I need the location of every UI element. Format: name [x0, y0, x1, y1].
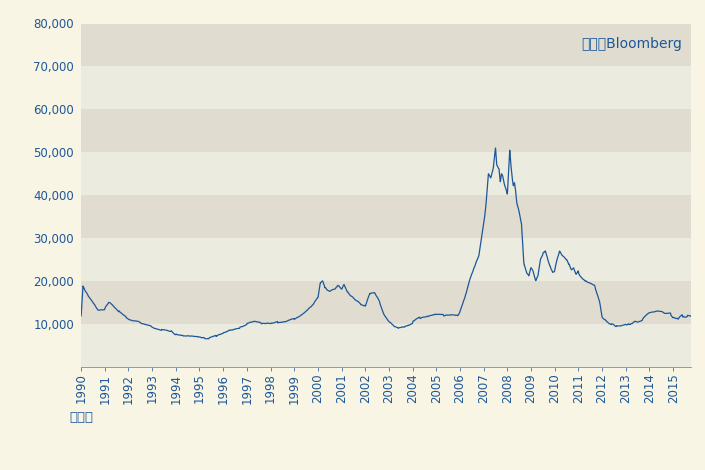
Bar	[81, 24, 691, 66]
Bar	[81, 195, 691, 238]
Text: （円）: （円）	[69, 411, 93, 424]
Text: 出所：Bloomberg: 出所：Bloomberg	[581, 37, 682, 51]
Bar	[81, 281, 691, 324]
Bar	[81, 238, 691, 281]
Bar	[81, 66, 691, 109]
Bar	[81, 109, 691, 152]
Bar	[81, 324, 691, 367]
Bar	[81, 152, 691, 195]
